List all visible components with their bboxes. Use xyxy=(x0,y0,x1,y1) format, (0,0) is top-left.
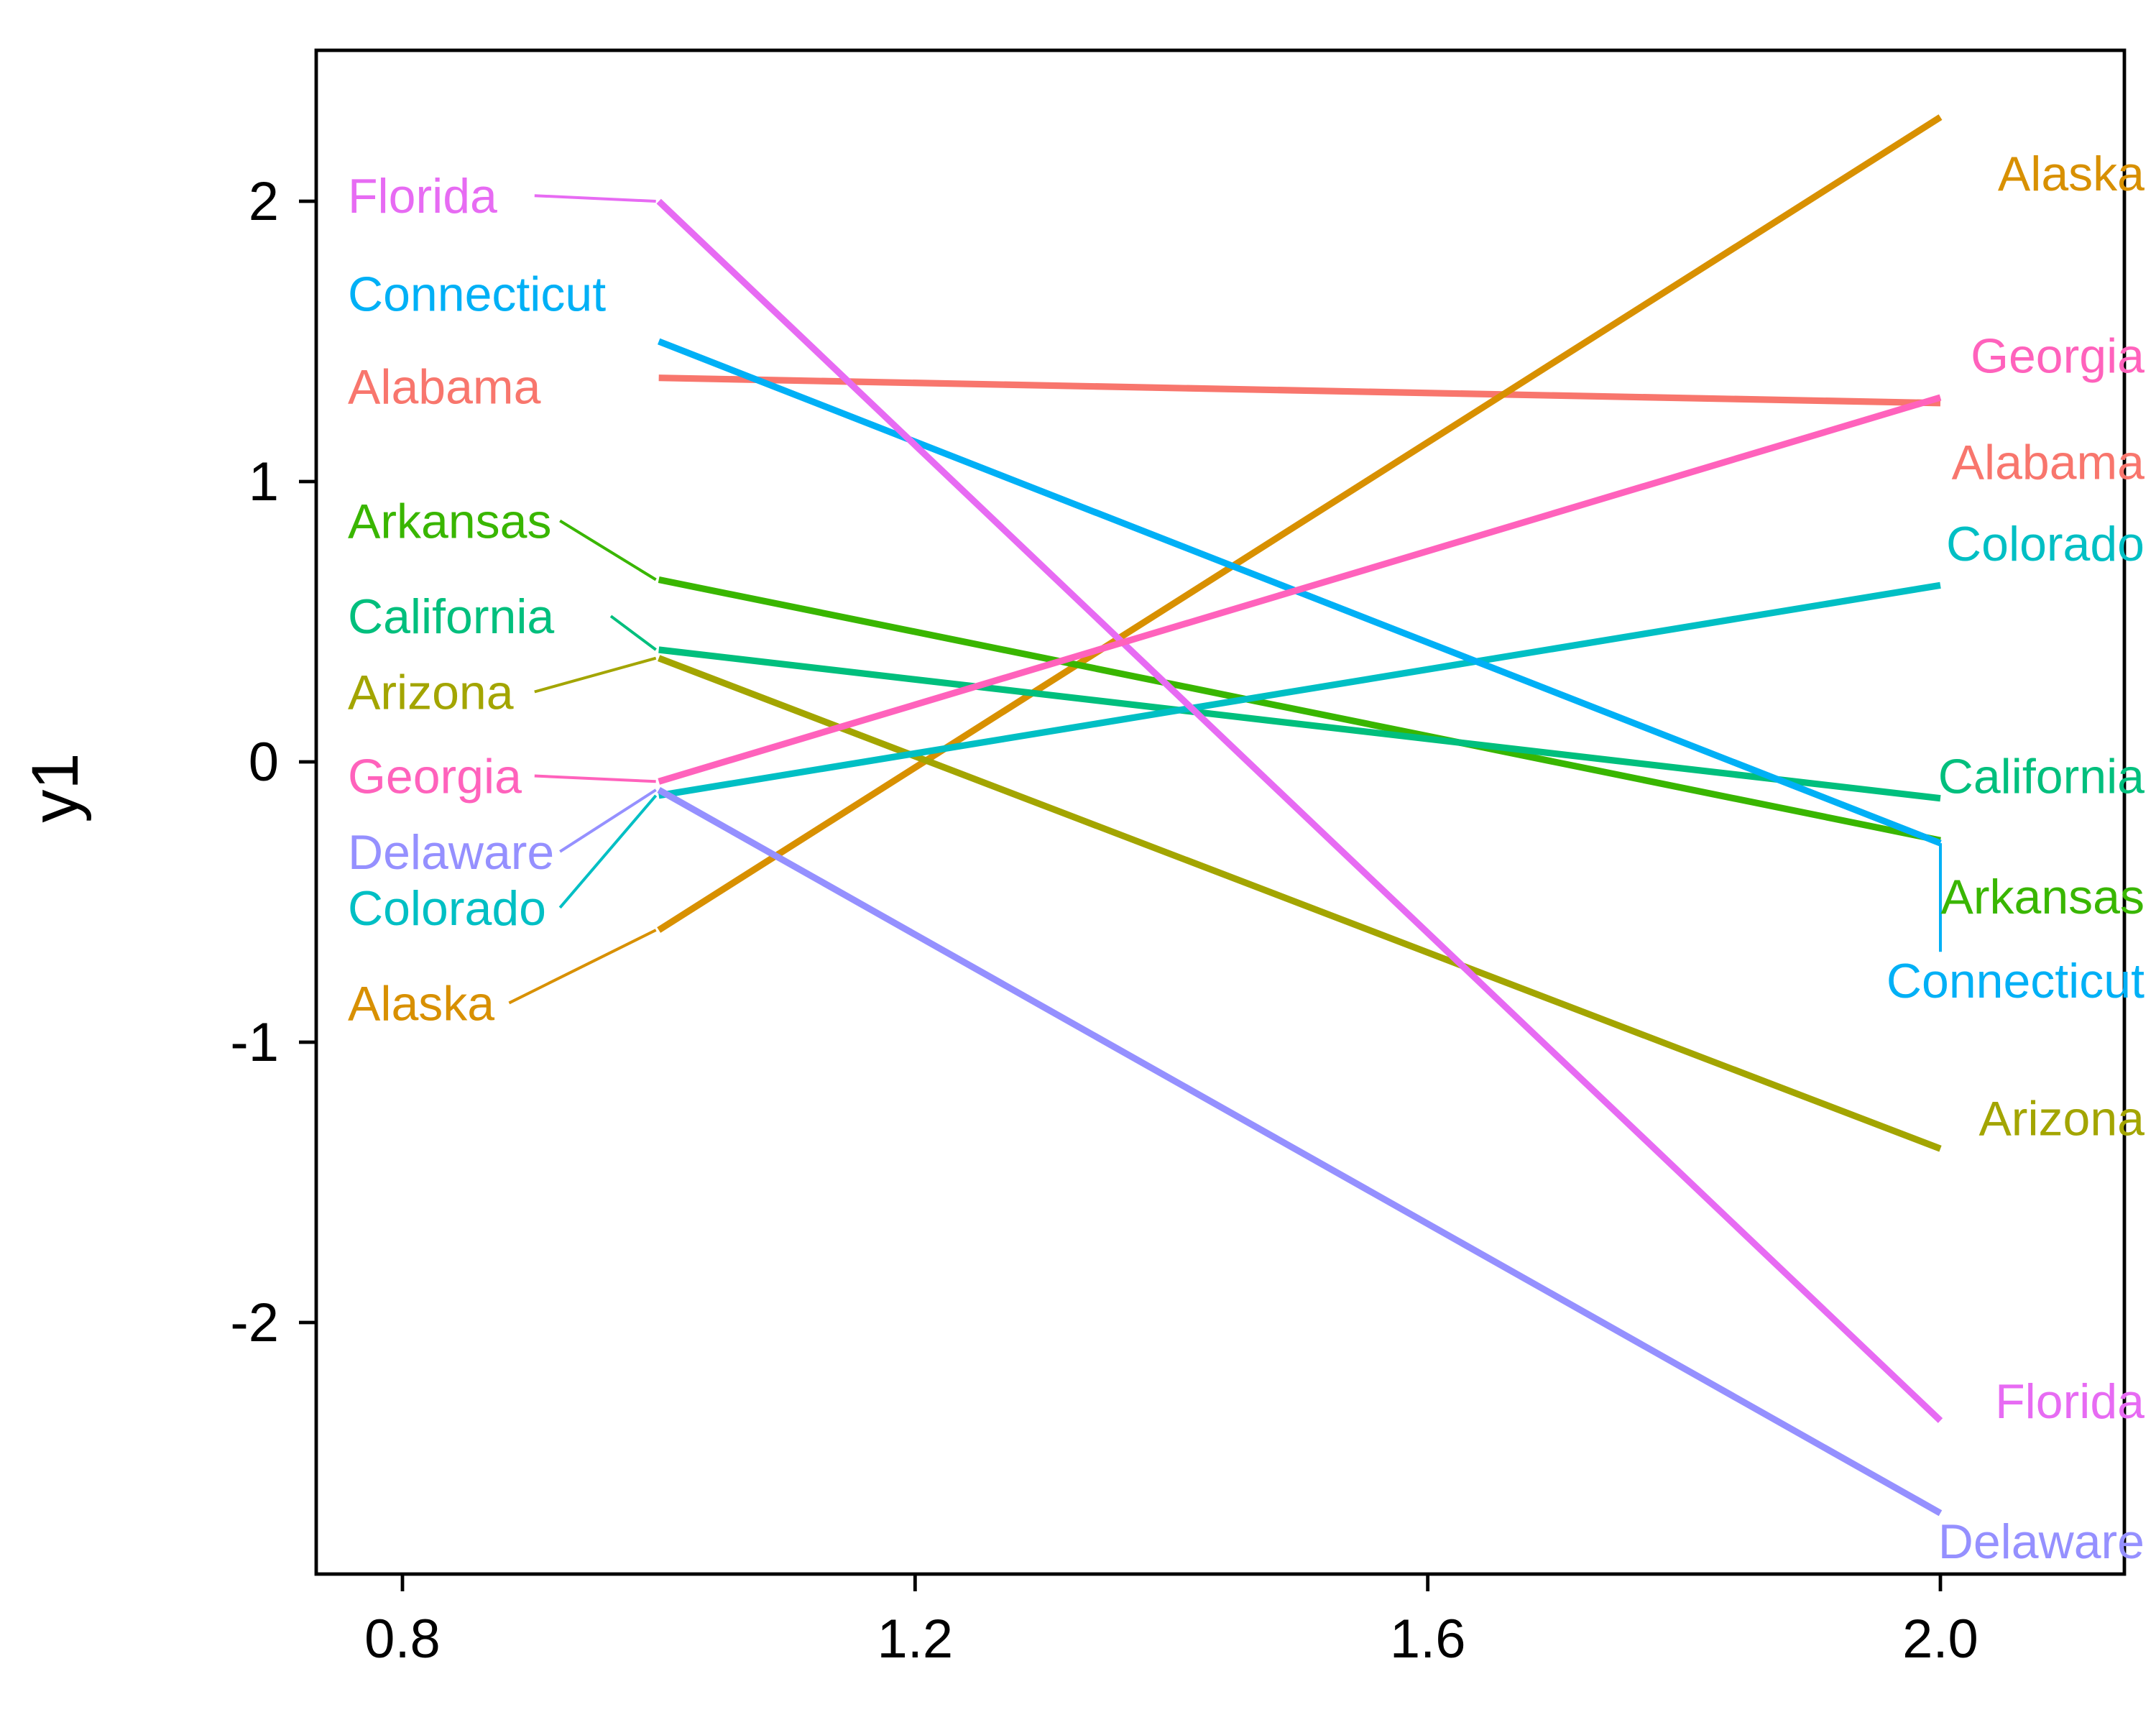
series-label-left-florida: Florida xyxy=(348,169,497,224)
series-label-left-alaska: Alaska xyxy=(348,976,494,1031)
series-line-alabama xyxy=(658,374,1941,407)
y-tick-label: -1 xyxy=(230,1012,279,1073)
series-label-right-alabama: Alabama xyxy=(1952,436,2145,490)
series-label-left-colorado: Colorado xyxy=(348,881,546,936)
plot-panel: 0.8 1.2 1.6 2.0 2 1 0 -1 -2 Alabama Alabama Alaska A… xyxy=(230,48,2145,1670)
series-label-right-georgia: Georgia xyxy=(1971,329,2145,384)
series-line-arkansas xyxy=(658,576,1941,844)
leader-left-california xyxy=(609,615,657,651)
series-line-california xyxy=(658,646,1941,802)
series-line-colorado xyxy=(658,581,1941,799)
series-line-delaware xyxy=(657,786,1943,1517)
series-label-left-delaware: Delaware xyxy=(348,825,554,880)
series-label-left-connecticut: Connecticut xyxy=(348,267,606,322)
y-tick-label: 0 xyxy=(249,732,279,793)
series-label-left-alabama: Alabama xyxy=(348,359,541,414)
y-tick-label: 1 xyxy=(249,451,279,512)
leader-left-alaska xyxy=(508,929,657,1005)
leader-left-georgia xyxy=(534,774,656,783)
panel-border xyxy=(314,48,2127,1576)
leader-left-delaware xyxy=(559,788,657,853)
x-tick-label: 0.8 xyxy=(364,1609,441,1670)
y-axis-title: y1 xyxy=(19,753,92,822)
x-tick-label: 2.0 xyxy=(1902,1609,1978,1670)
leader-left-colorado xyxy=(558,794,658,909)
series-label-left-arkansas: Arkansas xyxy=(348,494,551,549)
series-line-florida xyxy=(656,198,1943,1423)
series-label-right-delaware: Delaware xyxy=(1938,1514,2145,1569)
series-line-georgia xyxy=(658,394,1942,785)
y-tick-label: -2 xyxy=(230,1292,279,1353)
series-label-left-georgia: Georgia xyxy=(348,750,522,804)
series-line-arizona xyxy=(658,655,1942,1152)
series-label-left-arizona: Arizona xyxy=(348,666,514,720)
leader-left-florida xyxy=(534,194,656,203)
leader-left-arkansas xyxy=(559,519,657,581)
series-line-alaska xyxy=(657,114,1943,933)
series-label-right-colorado: Colorado xyxy=(1946,517,2145,571)
leader-left-arizona xyxy=(534,656,657,694)
series-label-left-california: California xyxy=(348,589,554,644)
y-tick-label: 2 xyxy=(249,171,279,232)
series-label-right-arizona: Arizona xyxy=(1978,1091,2145,1146)
x-tick-label: 1.6 xyxy=(1390,1609,1466,1670)
series-label-right-connecticut: Connecticut xyxy=(1886,954,2145,1008)
series-label-right-alaska: Alaska xyxy=(1998,147,2145,201)
x-tick-label: 1.2 xyxy=(877,1609,954,1670)
series-label-right-arkansas: Arkansas xyxy=(1941,870,2145,924)
series-label-right-california: California xyxy=(1938,750,2145,804)
series-label-right-florida: Florida xyxy=(1995,1374,2145,1429)
